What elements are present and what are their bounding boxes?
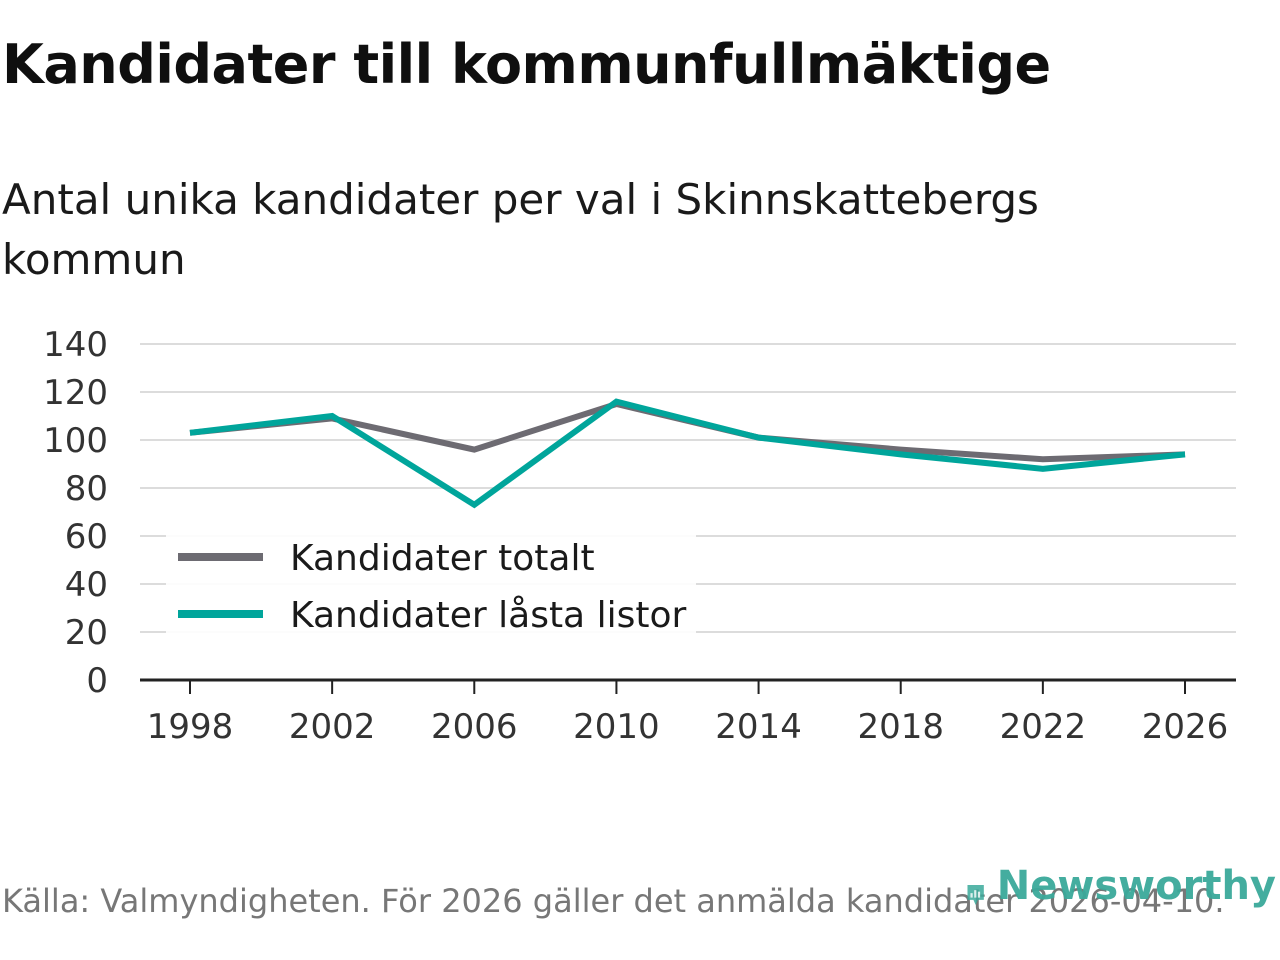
x-tick-label: 1998 [147, 707, 234, 747]
y-tick-label: 140 [43, 325, 108, 365]
chart-subtitle: Antal unika kandidater per val i Skinnsk… [2, 175, 1039, 284]
y-tick-label: 20 [65, 613, 108, 653]
x-tick-label: 2002 [289, 707, 376, 747]
brand-name: Newsworthy [996, 863, 1276, 909]
y-tick-label: 60 [65, 517, 108, 557]
y-tick-label: 40 [65, 565, 108, 605]
source-note: Källa: Valmyndigheten. För 2026 gäller d… [2, 882, 1225, 920]
newsworthy-logo[interactable]: Newsworthy [966, 864, 1276, 928]
x-tick-label: 2010 [573, 707, 660, 747]
x-tick-label: 2014 [715, 707, 802, 747]
chart-title: Kandidater till kommunfullmäktige [2, 33, 1051, 96]
series-line-kandidater-totalt [189, 400, 1186, 463]
legend-label: Kandidater låsta listor [290, 595, 686, 636]
y-tick-label: 100 [43, 421, 108, 461]
y-tick-label: 80 [65, 469, 108, 509]
newsworthy-logo-icon [967, 884, 984, 906]
x-tick-label: 2026 [1142, 707, 1229, 747]
y-tick-label: 120 [43, 373, 108, 413]
y-tick-label: 0 [86, 661, 108, 701]
legend-label: Kandidater totalt [290, 538, 595, 579]
x-tick-label: 2006 [431, 707, 518, 747]
x-tick-label: 2018 [857, 707, 944, 747]
x-tick-label: 2022 [1000, 707, 1087, 747]
series-line-kandidater-lasta-listor [189, 398, 1186, 509]
